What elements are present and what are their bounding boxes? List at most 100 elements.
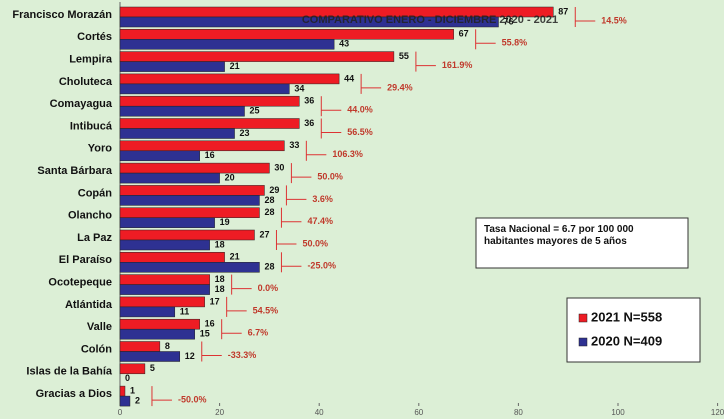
category-label: Copán bbox=[78, 187, 113, 199]
bar bbox=[119, 128, 235, 139]
bar bbox=[119, 83, 290, 95]
category-label: Olancho bbox=[68, 210, 112, 222]
bar bbox=[119, 185, 265, 196]
bar bbox=[119, 274, 210, 285]
change-label: 14.5% bbox=[601, 15, 627, 25]
category-label: Comayagua bbox=[50, 98, 113, 110]
change-label: 55.8% bbox=[502, 38, 528, 48]
category-label: Cortés bbox=[77, 31, 112, 43]
value-label: 19 bbox=[220, 217, 230, 227]
value-label: 21 bbox=[230, 61, 240, 71]
bar bbox=[119, 195, 260, 206]
bar bbox=[119, 318, 200, 330]
legend-swatch bbox=[578, 313, 588, 323]
category-label: La Paz bbox=[77, 232, 112, 244]
bar bbox=[119, 385, 126, 397]
value-label: 18 bbox=[215, 284, 225, 294]
bar bbox=[119, 16, 499, 28]
change-label: 54.5% bbox=[253, 305, 279, 315]
x-tick-label: 0 bbox=[118, 408, 123, 417]
value-label: 44 bbox=[344, 73, 354, 83]
bar bbox=[119, 395, 131, 407]
value-label: 21 bbox=[230, 252, 240, 262]
value-label: 76 bbox=[503, 16, 513, 26]
legend-label: 2020 N=409 bbox=[591, 333, 662, 348]
bar bbox=[119, 239, 210, 251]
bar bbox=[119, 105, 245, 117]
value-label: 0 bbox=[125, 373, 130, 383]
bar bbox=[119, 51, 395, 62]
change-label: 56.5% bbox=[347, 127, 373, 137]
value-label: 16 bbox=[205, 319, 215, 329]
bar bbox=[119, 284, 210, 295]
change-label: 106.3% bbox=[332, 149, 363, 159]
value-label: 15 bbox=[200, 329, 210, 339]
value-label: 27 bbox=[259, 229, 269, 239]
category-label: Islas de la Bahía bbox=[26, 366, 112, 378]
change-label: 29.4% bbox=[387, 82, 413, 92]
change-label: 161.9% bbox=[442, 60, 473, 70]
change-label: 3.6% bbox=[312, 194, 333, 204]
category-label: Gracias a Dios bbox=[36, 388, 112, 400]
value-label: 28 bbox=[264, 262, 274, 272]
category-label: Ocotepeque bbox=[48, 277, 112, 289]
bar bbox=[119, 262, 260, 273]
value-label: 1 bbox=[130, 385, 135, 395]
bar bbox=[119, 306, 176, 318]
value-label: 17 bbox=[210, 296, 220, 306]
value-label: 28 bbox=[264, 207, 274, 217]
bar bbox=[119, 29, 454, 40]
value-label: 8 bbox=[165, 341, 170, 351]
change-label: 6.7% bbox=[248, 328, 269, 338]
value-label: 36 bbox=[304, 118, 314, 128]
change-label: 50.0% bbox=[302, 238, 328, 248]
value-label: 23 bbox=[240, 128, 250, 138]
value-label: 20 bbox=[225, 172, 235, 182]
category-label: Intibucá bbox=[70, 120, 113, 132]
bar bbox=[119, 150, 200, 162]
x-tick-label: 60 bbox=[414, 408, 423, 417]
bar bbox=[119, 363, 146, 375]
bar bbox=[119, 140, 285, 152]
bar bbox=[119, 207, 260, 218]
category-label: Francisco Morazán bbox=[12, 9, 112, 21]
bar bbox=[119, 328, 195, 340]
value-label: 33 bbox=[289, 140, 299, 150]
bar bbox=[119, 252, 225, 263]
note-holder: Tasa Nacional = 6.7 por 100 000 habitant… bbox=[484, 224, 634, 247]
value-label: 28 bbox=[264, 195, 274, 205]
legend-box bbox=[566, 297, 701, 363]
bar bbox=[119, 229, 255, 241]
value-label: 2 bbox=[135, 395, 140, 405]
value-label: 5 bbox=[150, 363, 155, 373]
category-label: Valle bbox=[87, 321, 112, 333]
value-label: 12 bbox=[185, 351, 195, 361]
value-label: 30 bbox=[274, 162, 284, 172]
value-label: 11 bbox=[180, 306, 190, 316]
legend-swatch bbox=[578, 337, 588, 347]
value-label: 25 bbox=[250, 106, 260, 116]
note: Tasa Nacional = 6.7 por 100 000 habitant… bbox=[484, 224, 634, 247]
bar bbox=[119, 351, 181, 362]
category-label: Santa Bárbara bbox=[37, 165, 112, 177]
chart-title: COMPARATIVO ENERO - DICIEMBRE 2020 - 202… bbox=[302, 14, 558, 26]
bar bbox=[119, 217, 215, 228]
x-tick-label: 80 bbox=[514, 408, 523, 417]
bar bbox=[119, 39, 335, 50]
value-label: 55 bbox=[399, 51, 409, 61]
bar bbox=[119, 172, 220, 184]
bar bbox=[119, 95, 300, 107]
change-label: 44.0% bbox=[347, 105, 373, 115]
x-tick-label: 20 bbox=[215, 408, 224, 417]
category-label: Colón bbox=[81, 343, 112, 355]
category-label: El Paraíso bbox=[59, 254, 112, 266]
change-label: 50.0% bbox=[317, 171, 343, 181]
change-label: -50.0% bbox=[178, 394, 207, 404]
x-tick-label: 120 bbox=[711, 408, 724, 417]
value-label: 43 bbox=[339, 39, 349, 49]
bar bbox=[119, 162, 270, 174]
bar bbox=[119, 341, 161, 352]
category-label: Choluteca bbox=[59, 76, 113, 88]
category-label: Lempira bbox=[69, 54, 113, 66]
